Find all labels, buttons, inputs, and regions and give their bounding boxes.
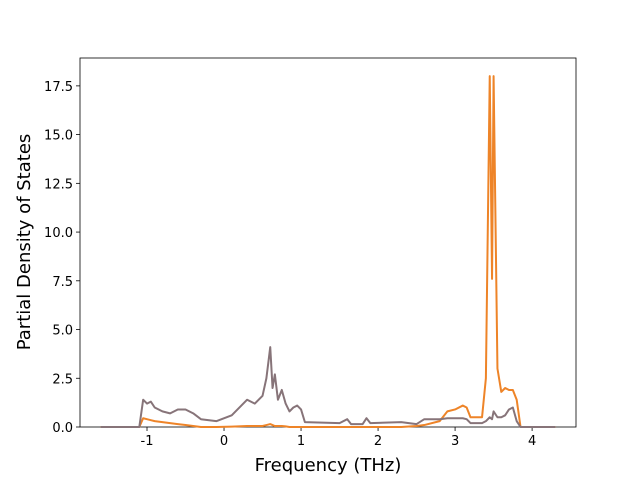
x-tick-label: 0 bbox=[220, 434, 228, 449]
y-tick-label: 2.5 bbox=[52, 372, 73, 387]
series-line bbox=[100, 75, 556, 428]
x-tick-label: -1 bbox=[141, 434, 154, 449]
y-tick-label: 5.0 bbox=[52, 324, 73, 339]
y-tick-label: 15.0 bbox=[44, 129, 73, 144]
x-axis-label: Frequency (THz) bbox=[255, 455, 402, 476]
y-tick-label: 17.5 bbox=[44, 80, 73, 95]
y-tick-label: 12.5 bbox=[44, 177, 73, 192]
y-tick-label: 10.0 bbox=[44, 226, 73, 241]
x-tick-label: 1 bbox=[297, 434, 305, 449]
series-line bbox=[100, 346, 556, 428]
y-tick-label: 0.0 bbox=[52, 421, 73, 436]
x-tick-label: 3 bbox=[451, 434, 459, 449]
y-tick-label: 7.5 bbox=[52, 275, 73, 290]
x-tick-label: 2 bbox=[374, 434, 382, 449]
y-axis-label: Partial Density of States bbox=[14, 134, 35, 351]
x-tick-label: 4 bbox=[528, 434, 536, 449]
plot-frame bbox=[79, 57, 577, 428]
